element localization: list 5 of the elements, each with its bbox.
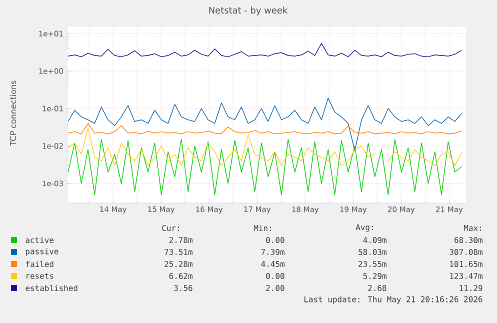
line-series <box>68 123 462 134</box>
line-series <box>68 139 462 196</box>
line-series <box>68 42 462 58</box>
line-series <box>68 98 462 152</box>
chart-title: Netstat - by week <box>209 6 288 16</box>
